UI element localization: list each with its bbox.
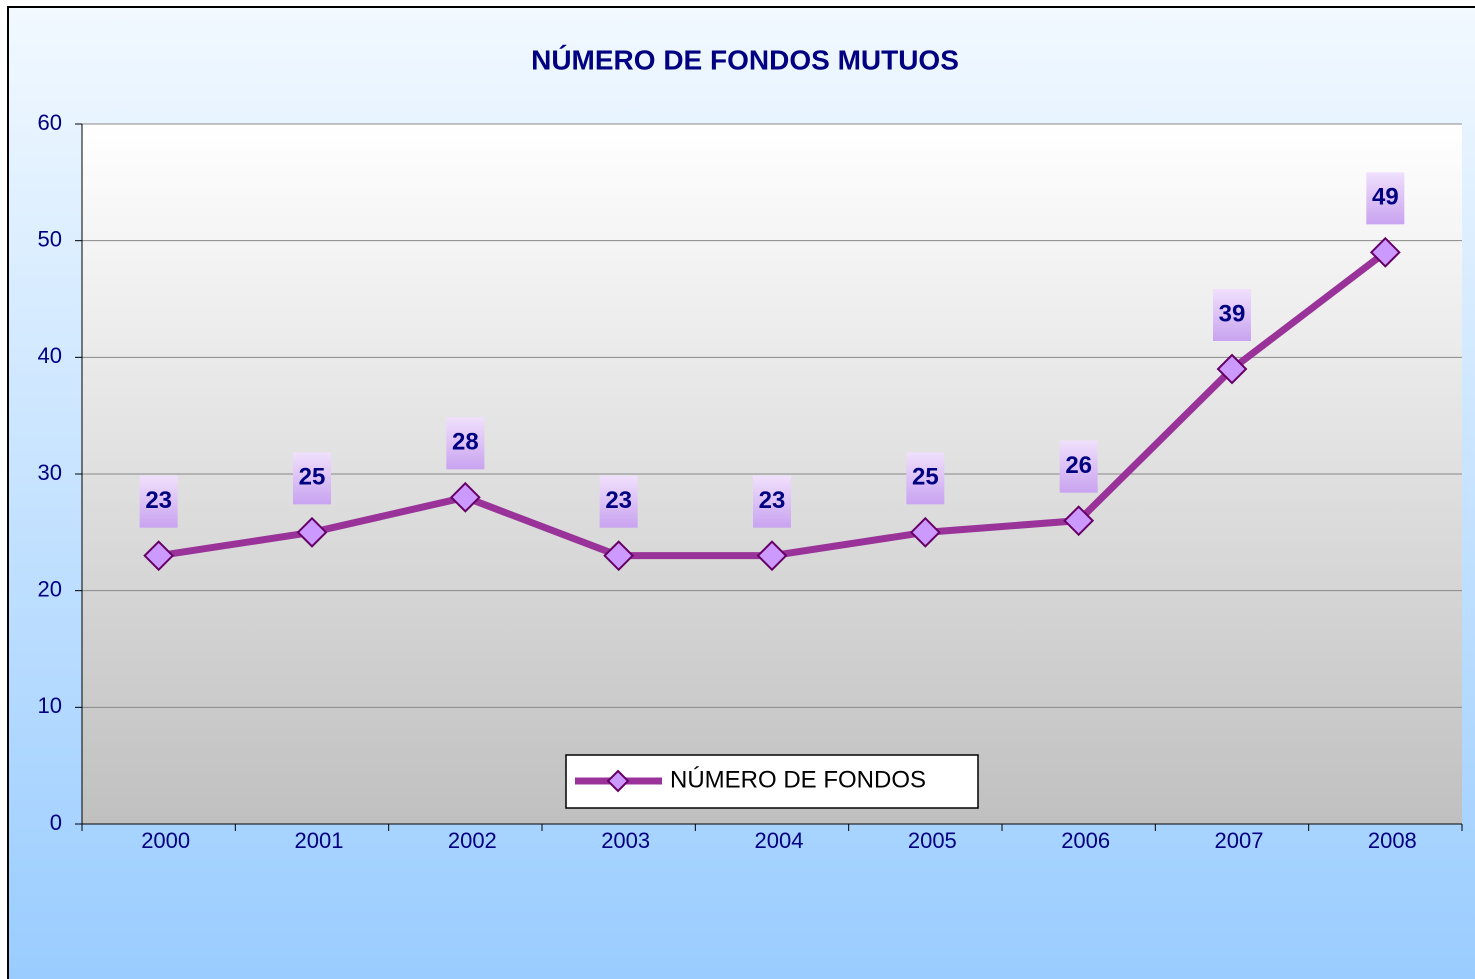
data-label-bg xyxy=(446,417,485,470)
x-tick-label: 2000 xyxy=(141,828,190,853)
x-tick-label: 2008 xyxy=(1368,828,1417,853)
data-label: 23 xyxy=(759,487,786,514)
legend-marker xyxy=(606,769,630,793)
data-label: 49 xyxy=(1372,184,1399,211)
x-tick-label: 2006 xyxy=(1061,828,1110,853)
y-tick-label: 30 xyxy=(38,460,62,485)
data-label: 39 xyxy=(1219,300,1246,327)
data-point xyxy=(143,540,175,572)
data-label-bg xyxy=(293,452,331,505)
data-label-bg xyxy=(139,475,178,528)
x-tick-label: 2002 xyxy=(448,828,497,853)
y-tick-label: 20 xyxy=(38,576,62,601)
data-label: 25 xyxy=(912,464,939,491)
x-tick-label: 2007 xyxy=(1215,828,1264,853)
data-label-bg xyxy=(753,475,791,528)
chart-title: NÚMERO DE FONDOS MUTUOS xyxy=(531,44,959,75)
x-tick-label: 2004 xyxy=(755,828,804,853)
data-label-bg xyxy=(599,475,638,528)
data-point xyxy=(1063,505,1095,537)
data-label-bg xyxy=(1366,172,1405,225)
data-point xyxy=(603,540,635,572)
legend-label: NÚMERO DE FONDOS xyxy=(670,766,926,793)
y-tick-label: 10 xyxy=(38,693,62,718)
data-point xyxy=(1216,353,1248,385)
data-point xyxy=(909,516,941,548)
data-label: 25 xyxy=(299,464,326,491)
x-tick-label: 2005 xyxy=(908,828,957,853)
data-label-bg xyxy=(1213,289,1251,341)
data-point xyxy=(756,540,788,572)
data-point xyxy=(449,481,481,513)
data-label: 28 xyxy=(452,429,479,456)
data-label-bg xyxy=(906,452,945,505)
data-label: 23 xyxy=(145,487,172,514)
x-tick-label: 2001 xyxy=(295,828,344,853)
data-point xyxy=(1369,236,1401,268)
y-tick-label: 40 xyxy=(38,343,62,368)
data-label: 23 xyxy=(605,487,632,514)
y-tick-label: 50 xyxy=(38,226,62,251)
x-tick-label: 2003 xyxy=(601,828,650,853)
data-label-bg xyxy=(1059,440,1098,493)
data-label: 26 xyxy=(1065,452,1092,479)
y-tick-label: 0 xyxy=(50,810,62,835)
y-tick-label: 60 xyxy=(38,110,62,135)
data-point xyxy=(296,516,328,548)
